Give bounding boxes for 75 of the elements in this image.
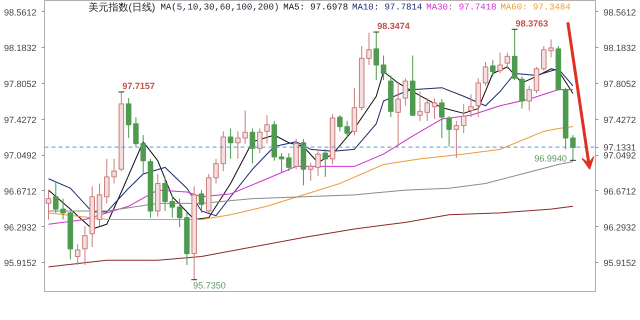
candlestick (446, 116, 452, 147)
candlestick (46, 190, 52, 220)
candlestick (322, 148, 328, 178)
candlestick (424, 98, 430, 122)
candlestick (344, 120, 350, 138)
candlestick (228, 128, 234, 160)
y2-tick-label: 96.2932 (604, 222, 636, 232)
candlestick (432, 98, 438, 120)
text: MA60: 97.3484 (500, 2, 571, 12)
candlestick (170, 194, 176, 218)
candlestick (337, 114, 343, 132)
candlestick (519, 76, 525, 110)
annotation: MA(5,10,30,60,100,200) (160, 2, 280, 12)
y-tick-label: 98.5612 (4, 7, 37, 18)
y-tick-label: 97.8052 (4, 78, 37, 89)
candlestick (111, 158, 117, 184)
text: MA5: 97.6978 (283, 2, 348, 12)
y2-tick-label: 97.8052 (604, 78, 636, 89)
candlestick (482, 62, 488, 86)
line-series (48, 161, 574, 212)
candlestick (162, 176, 168, 212)
line-series (48, 126, 574, 220)
candlestick (454, 120, 460, 158)
candlestick (512, 28, 518, 81)
candlestick (104, 158, 110, 204)
annotation: 95.7350 (193, 280, 226, 291)
candlestick (352, 87, 358, 136)
y-tick-label: 96.6712 (4, 186, 37, 196)
candlestick (293, 138, 299, 170)
ref-line-label: 97.1331 (604, 142, 636, 153)
candlestick (250, 128, 256, 164)
candlestick (374, 32, 380, 81)
candlestick (402, 78, 408, 106)
annotation: 98.3474 (377, 21, 410, 32)
candlestick (176, 198, 182, 228)
text: MA10: 97.7814 (352, 2, 422, 12)
text: MA30: 97.7418 (426, 2, 497, 12)
candlestick (395, 82, 401, 147)
candlestick (417, 91, 423, 122)
candlestick (468, 94, 474, 118)
candlestick (140, 134, 146, 174)
candlestick (256, 128, 262, 154)
candlestick (439, 98, 445, 138)
y2-tick-label: 97.0492 (604, 150, 636, 161)
candlestick (460, 103, 466, 134)
y2-tick-label: 98.1832 (604, 43, 636, 54)
y2-tick-label: 97.4272 (604, 114, 636, 125)
line-series (48, 206, 574, 268)
candlestick (74, 244, 80, 266)
candlestick (380, 54, 386, 81)
annotation: 98.3763 (516, 18, 548, 28)
candlestick (264, 114, 270, 144)
y2-tick-label: 95.9152 (604, 258, 636, 268)
annotation: 97.7157 (122, 80, 155, 91)
candlestick (490, 60, 496, 77)
candlestick (235, 130, 241, 160)
y-tick-label: 97.4272 (4, 114, 37, 125)
candlestick (475, 78, 481, 118)
candlestick (504, 52, 510, 70)
candlestick (53, 181, 59, 214)
line-series (48, 89, 574, 225)
candlestick (242, 110, 248, 144)
candlestick (82, 226, 88, 266)
chart-title: 美元指数(日线) (88, 2, 156, 14)
y2-tick-label: 98.5612 (604, 7, 636, 18)
y-tick-label: 96.2932 (4, 222, 37, 232)
candlestick (570, 134, 576, 161)
candlestick (497, 52, 503, 74)
candlestick (198, 190, 204, 214)
y-tick-label: 98.1832 (4, 43, 37, 54)
y-tick-label: 97.0492 (4, 150, 37, 161)
annotation: 96.9940 (534, 153, 567, 164)
y-tick-label: 95.9152 (4, 258, 37, 268)
y2-tick-label: 96.6712 (604, 186, 636, 196)
candlestick (548, 38, 554, 58)
